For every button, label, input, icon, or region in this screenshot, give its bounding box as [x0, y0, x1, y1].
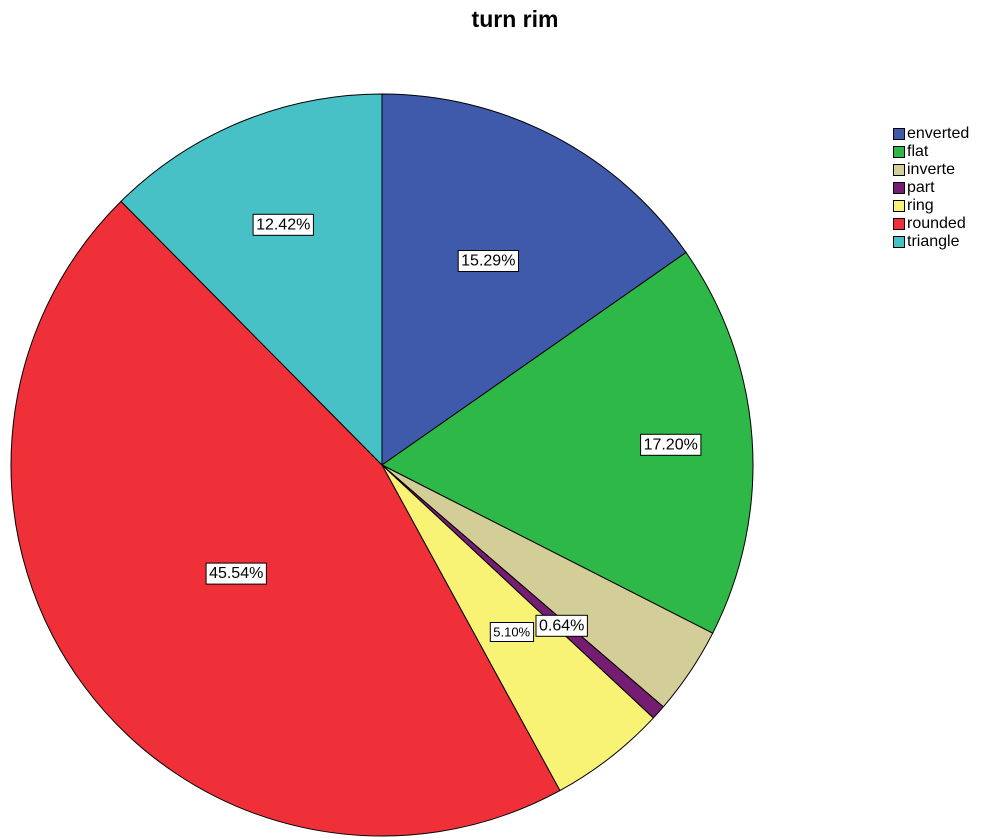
- slice-label-part: 0.64%: [535, 614, 588, 637]
- legend-swatch-inverte: [893, 164, 905, 176]
- slice-label-rounded: 45.54%: [205, 562, 267, 585]
- pie-slice-flat: [381, 251, 754, 634]
- legend-item-enverted: enverted: [893, 125, 969, 143]
- pie-slices: [10, 93, 754, 837]
- slice-label-ring: 5.10%: [489, 622, 535, 642]
- slice-label-text-triangle: 12.42%: [256, 216, 310, 233]
- slice-label-text-rounded: 45.54%: [209, 565, 263, 582]
- chart-title: turn rim: [471, 6, 559, 32]
- legend-item-rounded: rounded: [893, 215, 969, 233]
- slice-label-box-rounded: [205, 562, 267, 585]
- slice-label-text-part: 0.64%: [539, 617, 584, 634]
- slice-label-triangle: 12.42%: [252, 213, 314, 236]
- legend-label: ring: [907, 197, 934, 214]
- legend-item-part: part: [893, 179, 969, 197]
- legend-label: part: [907, 179, 935, 196]
- legend-swatch-triangle: [893, 236, 905, 248]
- legend-item-ring: ring: [893, 197, 969, 215]
- legend-label: triangle: [907, 233, 960, 250]
- slice-label-box-ring: [489, 622, 535, 642]
- slice-label-text-enverted: 15.29%: [461, 253, 515, 270]
- legend-label: enverted: [907, 125, 970, 142]
- slice-label-text-ring: 5.10%: [493, 625, 530, 640]
- pie-slice-triangle: [120, 93, 383, 467]
- pie-slice-enverted: [381, 93, 687, 466]
- legend-swatch-enverted: [893, 128, 905, 140]
- legend-item-triangle: triangle: [893, 233, 969, 251]
- slice-label-text-flat: 17.20%: [644, 436, 698, 453]
- slice-label-box-enverted: [457, 250, 520, 272]
- pie-slice-rounded: [10, 200, 561, 837]
- legend-swatch-flat: [893, 146, 905, 158]
- legend-label: inverte: [907, 161, 956, 178]
- pie-slice-labels: 15.29% 17.20% 0.64% 5.10% 45.54% 12.42%: [205, 213, 702, 642]
- legend-label: rounded: [907, 215, 966, 232]
- slice-label-flat: 17.20%: [640, 433, 702, 456]
- slice-label-box-triangle: [252, 213, 314, 236]
- slice-label-enverted: 15.29%: [457, 250, 520, 272]
- legend-swatch-ring: [893, 200, 905, 212]
- legend: enverted flat inverte part ring rounded triang…: [893, 125, 969, 251]
- legend-swatch-part: [893, 182, 905, 194]
- legend-item-flat: flat: [893, 143, 969, 161]
- legend-label: flat: [907, 143, 929, 160]
- slice-label-box-part: [535, 614, 588, 637]
- slice-label-box-flat: [640, 433, 702, 456]
- legend-swatch-rounded: [893, 218, 905, 230]
- legend-item-inverte: inverte: [893, 161, 969, 179]
